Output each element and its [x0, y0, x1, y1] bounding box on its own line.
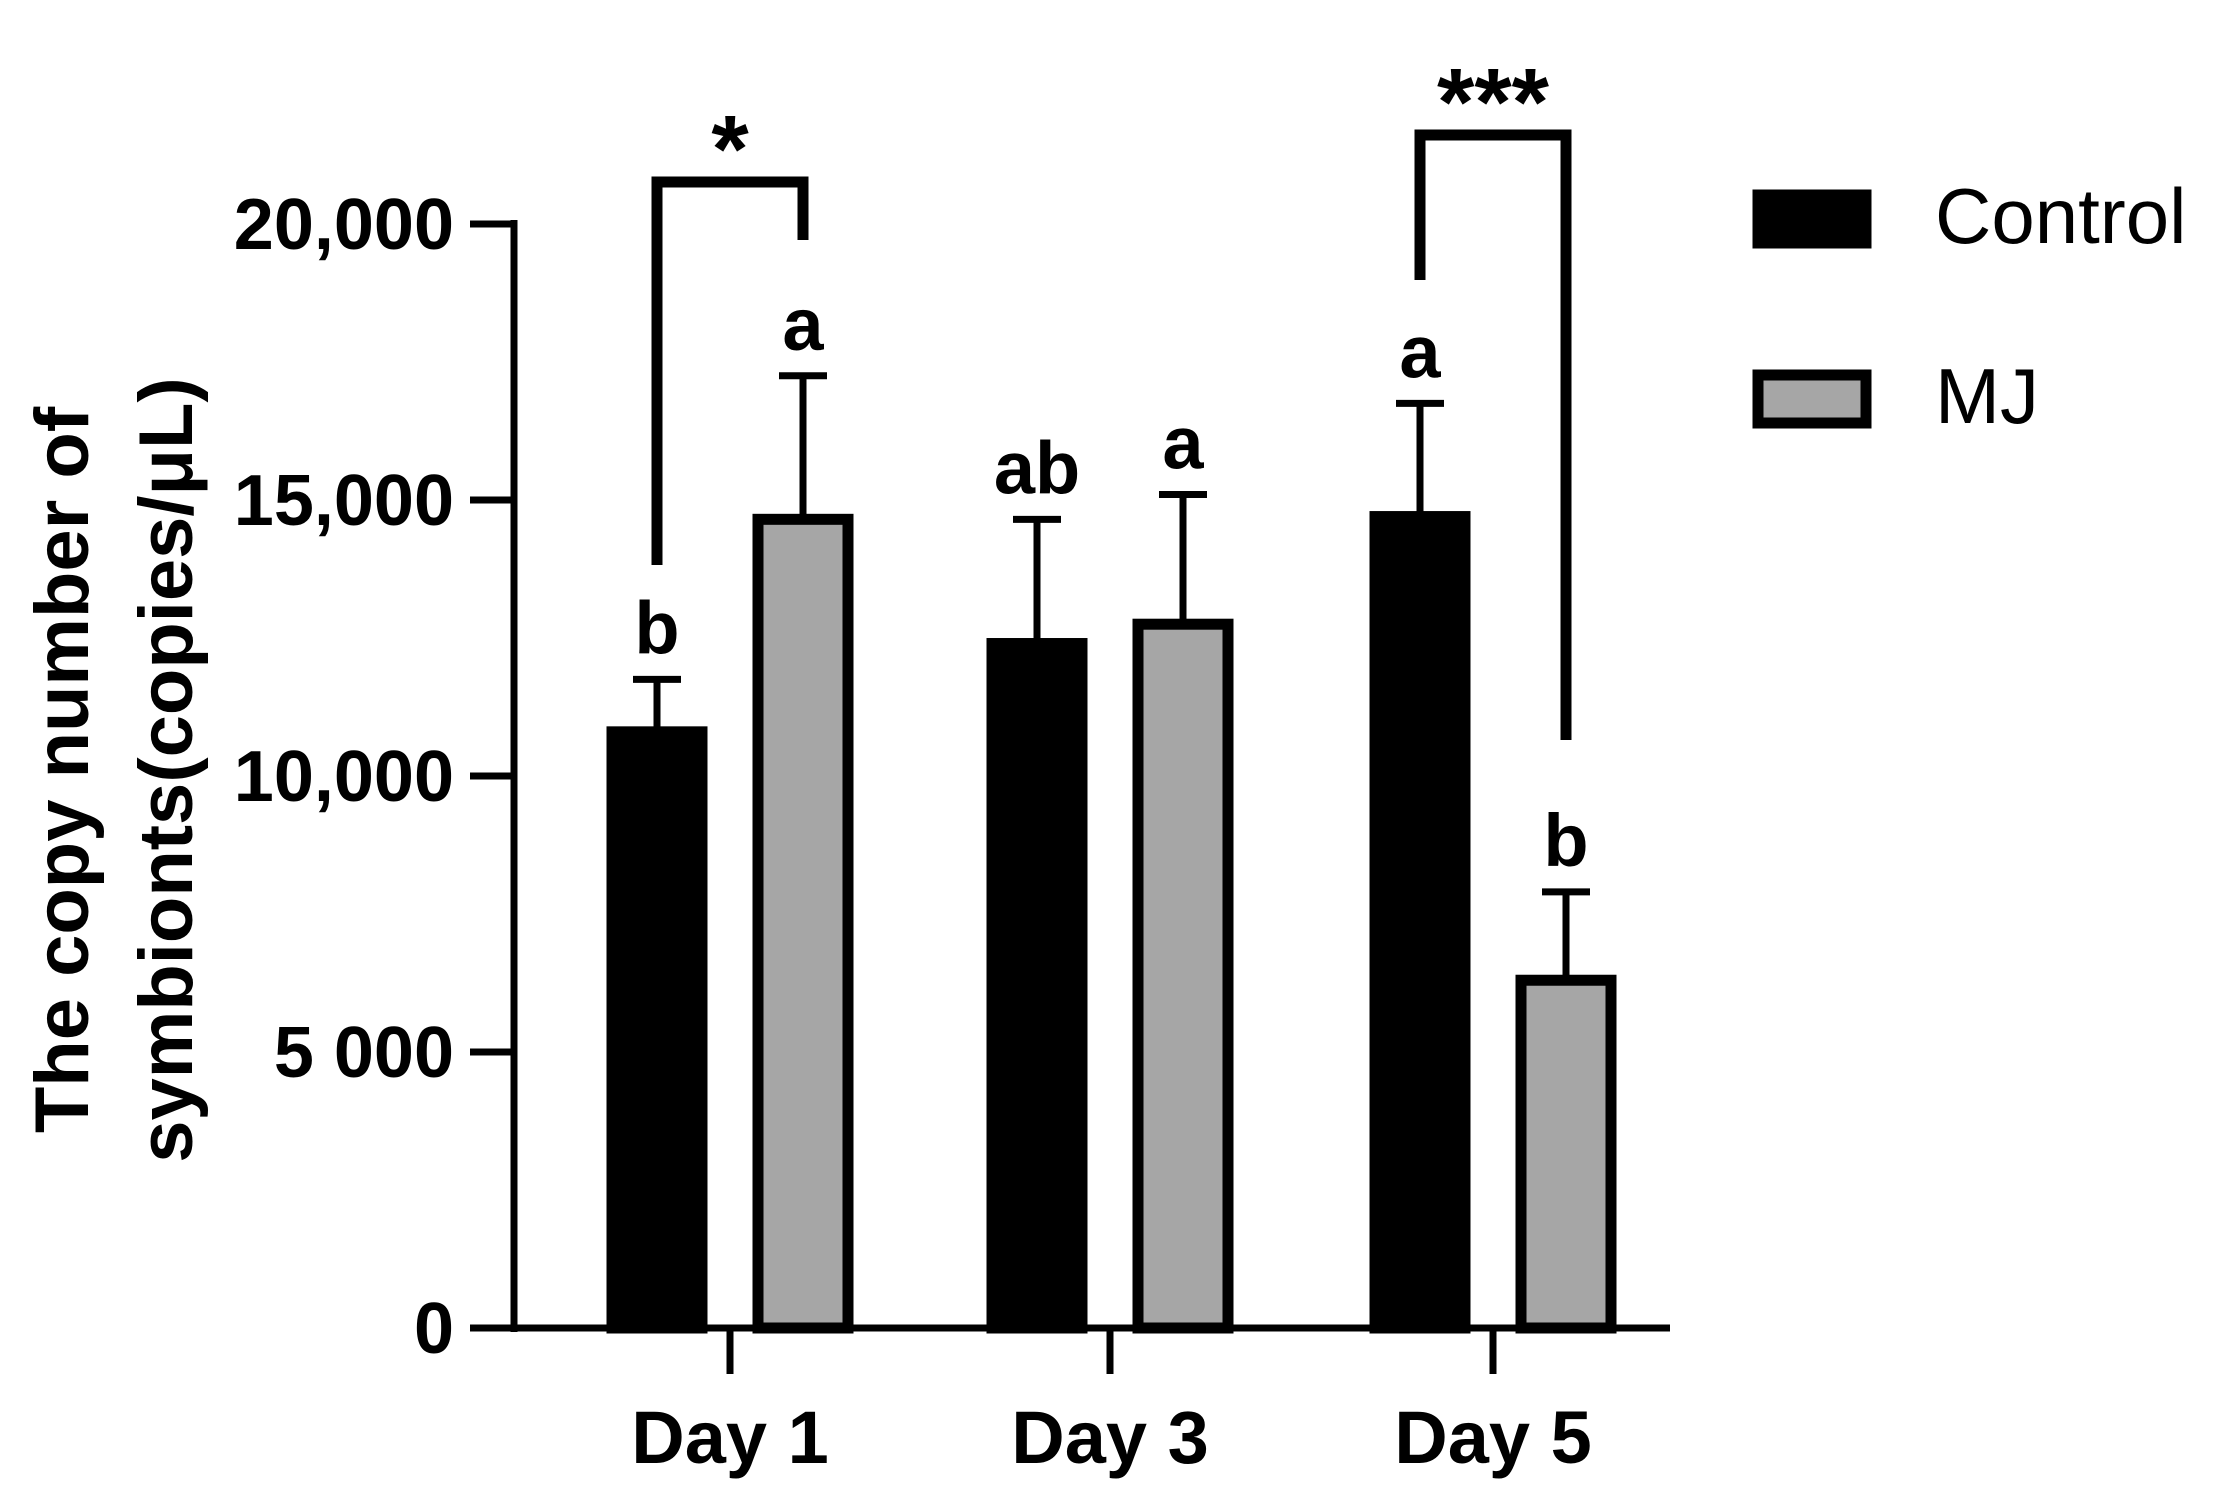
- significance-letter: ab: [994, 426, 1080, 509]
- y-tick-label: 10,000: [234, 737, 454, 817]
- bar: [606, 726, 708, 1334]
- significance-letter: b: [1543, 799, 1588, 882]
- y-tick-label: 0: [414, 1289, 454, 1369]
- y-tick-label: 20,000: [234, 185, 454, 265]
- axes: 0 5 000 10,000 15,000 20,000 Day 1 Day 3 Day 5: [234, 185, 1670, 1479]
- y-tick-label: 5 000: [274, 1013, 454, 1093]
- legend-swatch: [1752, 189, 1872, 249]
- significance-bracket: [651, 176, 809, 565]
- significance-letter: a: [1162, 401, 1204, 484]
- x-tick-label: Day 5: [1394, 1396, 1591, 1479]
- bar: [1369, 511, 1471, 1334]
- y-axis-title-line-2: symbionts(copies/μL): [124, 377, 209, 1163]
- significance-letter: b: [634, 586, 679, 669]
- y-axis-title: The copy number of symbionts(copies/μL): [20, 377, 209, 1163]
- significance-stars: *: [711, 96, 749, 203]
- legend-label: MJ: [1935, 352, 2039, 440]
- legend-label: Control: [1935, 172, 2186, 260]
- legend-swatch: [1752, 369, 1872, 429]
- bar: [986, 638, 1088, 1334]
- y-axis-title-line-1: The copy number of: [20, 406, 105, 1133]
- x-tick-label: Day 1: [631, 1396, 828, 1479]
- legend: Control MJ: [1752, 172, 2186, 440]
- bar: [1132, 618, 1234, 1334]
- x-tick-label: Day 3: [1011, 1396, 1208, 1479]
- significance-letter: a: [782, 283, 824, 366]
- y-tick-label: 15,000: [234, 461, 454, 541]
- bars: [606, 372, 1617, 1334]
- significance-bracket: [1414, 129, 1572, 740]
- bar: [752, 513, 854, 1334]
- bar: [1515, 974, 1617, 1334]
- significance-stars: ***: [1437, 49, 1550, 156]
- significance-letter: a: [1399, 310, 1441, 393]
